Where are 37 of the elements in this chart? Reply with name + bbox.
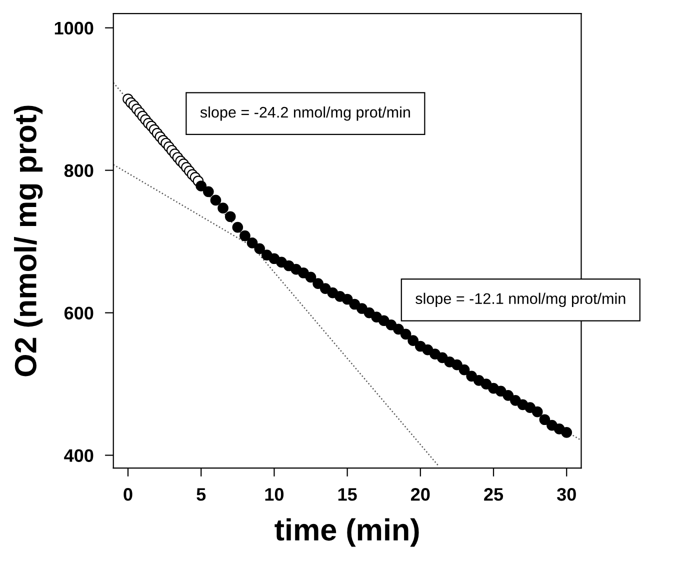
x-tick-label: 10 bbox=[265, 488, 284, 501]
y-tick-label: 400 bbox=[64, 449, 94, 462]
point bbox=[305, 272, 316, 283]
annotation: slope = -24.2 nmol/mg prot/min bbox=[200, 106, 410, 121]
y-tick-label: 800 bbox=[64, 164, 94, 178]
point bbox=[539, 414, 550, 426]
point bbox=[342, 294, 353, 305]
point bbox=[218, 202, 228, 214]
point bbox=[224, 211, 236, 222]
point bbox=[202, 186, 214, 198]
point bbox=[196, 180, 207, 192]
point bbox=[561, 427, 572, 438]
point bbox=[254, 243, 265, 254]
x-tick-label: 25 bbox=[484, 488, 504, 501]
x-axis-title: time (min) bbox=[274, 518, 419, 547]
x-tick-label: 30 bbox=[556, 488, 576, 501]
point bbox=[502, 390, 514, 401]
annotation: slope = -12.1 nmol/mg prot/min bbox=[416, 292, 626, 308]
point bbox=[400, 328, 412, 340]
y-tick-label: 1000 bbox=[54, 22, 94, 35]
point bbox=[312, 278, 324, 289]
x-tick-label: 20 bbox=[410, 488, 430, 501]
point bbox=[246, 238, 258, 248]
x-tick-label: 5 bbox=[196, 488, 206, 501]
point bbox=[240, 230, 250, 242]
point bbox=[458, 364, 470, 376]
y-axis-title: O2 (nmol/ mg prot) bbox=[14, 106, 43, 376]
x-tick-label: 0 bbox=[124, 488, 132, 501]
point bbox=[408, 335, 419, 346]
y-tick-label: 600 bbox=[64, 306, 94, 320]
point bbox=[452, 359, 462, 370]
point bbox=[532, 406, 543, 418]
point bbox=[393, 324, 404, 335]
x-tick-label: 15 bbox=[338, 488, 357, 501]
point bbox=[524, 402, 536, 413]
point bbox=[210, 194, 222, 206]
point bbox=[232, 222, 244, 233]
